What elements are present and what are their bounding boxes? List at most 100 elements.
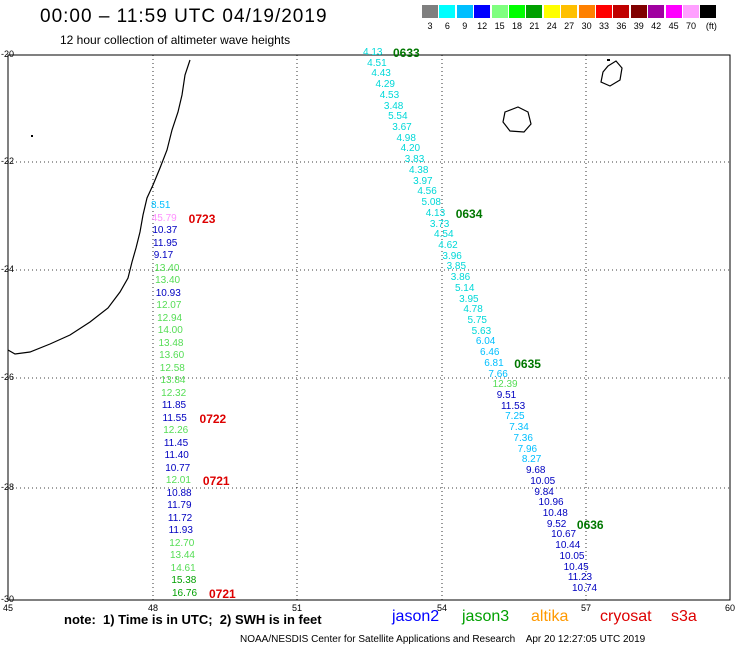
legend-swatch xyxy=(648,5,665,18)
track-value: 10.44 xyxy=(555,540,581,552)
note-text: note: 1) Time is in UTC; 2) SWH is in fe… xyxy=(64,612,322,627)
track-value: 45.79 xyxy=(151,212,177,224)
track-value: 11.85 xyxy=(161,400,187,412)
legend-swatch xyxy=(439,5,456,18)
track-value: 3.83 xyxy=(404,154,425,166)
track-time-label: 0636 xyxy=(576,517,604,532)
track-value: 11.45 xyxy=(163,437,189,449)
satellite-name: altika xyxy=(531,608,569,625)
track-value: 12.58 xyxy=(159,362,185,374)
legend-swatch xyxy=(491,5,508,18)
page-subtitle: 12 hour collection of altimeter wave hei… xyxy=(60,33,291,47)
track-value: 4.53 xyxy=(379,89,400,101)
track-value: 12.70 xyxy=(169,537,195,549)
legend-swatch xyxy=(543,5,560,18)
legend-label: 3 xyxy=(427,21,433,31)
legend-swatch xyxy=(683,5,699,18)
track-value: 12.39 xyxy=(492,379,518,391)
track-value: 6.46 xyxy=(480,347,500,359)
track-value: 5.54 xyxy=(388,111,408,123)
y-tick-label: -26 xyxy=(1,372,15,382)
legend-swatch xyxy=(561,5,578,18)
legend-label: 39 xyxy=(633,21,644,31)
x-tick-label: 57 xyxy=(581,603,592,613)
track-value: 7.25 xyxy=(505,411,525,423)
legend-swatch xyxy=(422,5,438,18)
track-value: 9.17 xyxy=(153,250,174,262)
mauritius-island xyxy=(600,60,623,87)
track-value: 10.67 xyxy=(551,529,577,541)
track-value: 4.43 xyxy=(371,68,391,80)
track-value: 3.96 xyxy=(442,250,462,262)
legend-label: 6 xyxy=(444,21,450,31)
track-value: 11.72 xyxy=(167,512,193,524)
legend-swatch xyxy=(509,5,525,18)
credit-line: NOAA/NESDIS Center for Satellite Applica… xyxy=(240,634,646,645)
reunion-island xyxy=(502,106,532,133)
track-value: 4.98 xyxy=(396,132,416,144)
track-value: 3.67 xyxy=(392,122,412,134)
track-value: 10.77 xyxy=(165,462,191,474)
track-value: 3.48 xyxy=(383,100,404,112)
track-value: 4.13 xyxy=(363,47,383,58)
page-title: 00:00 – 11:59 UTC 04/19/2019 xyxy=(40,6,328,27)
track-value: 3.95 xyxy=(459,293,479,305)
track-value: 11.95 xyxy=(153,237,178,249)
satellite-name: s3a xyxy=(671,608,697,625)
track-value: 9.68 xyxy=(526,465,546,477)
track-value: 4.56 xyxy=(417,186,437,198)
satellite-name: jason2 xyxy=(392,608,440,625)
track-value: 4.54 xyxy=(434,229,454,241)
track-value: 13.60 xyxy=(159,350,185,362)
track-value: 7.36 xyxy=(513,432,533,444)
track-value: 7.34 xyxy=(509,422,529,434)
track-value: 4.13 xyxy=(425,207,446,219)
track-value: 4.29 xyxy=(375,79,395,91)
track-value: 10.93 xyxy=(155,287,181,299)
track-value: 7.66 xyxy=(488,368,508,380)
track-value: 5.75 xyxy=(467,315,487,326)
track-value: 13.84 xyxy=(160,375,186,387)
track-value: 3.86 xyxy=(450,272,471,284)
legend-label: 27 xyxy=(564,21,575,31)
track-value: 9.84 xyxy=(534,486,554,498)
y-tick-label: -24 xyxy=(1,264,15,274)
x-tick-label: 45 xyxy=(3,603,14,613)
track-time-label: 0721 xyxy=(209,587,236,601)
x-tick-label: 51 xyxy=(292,603,303,613)
legend-label: 9 xyxy=(462,21,468,31)
legend-label: 24 xyxy=(546,21,557,31)
track-value: 16.76 xyxy=(172,588,198,599)
track-value: 14.61 xyxy=(170,562,196,574)
track-time-label: 0722 xyxy=(199,411,227,426)
legend-label: 45 xyxy=(668,21,679,31)
track-value: 8.27 xyxy=(521,454,542,466)
track-value: 12.07 xyxy=(156,300,182,312)
track-time-label: 0635 xyxy=(514,356,541,371)
legend-label: 15 xyxy=(494,21,505,31)
track-value: 5.63 xyxy=(471,325,492,337)
track-value: 13.40 xyxy=(154,262,180,274)
legend-swatch xyxy=(474,5,491,18)
legend-swatch xyxy=(526,5,543,18)
legend-label: 33 xyxy=(598,21,609,31)
track-value: 13.40 xyxy=(155,275,181,287)
track-value: 10.96 xyxy=(538,497,564,509)
track-value: 11.55 xyxy=(162,412,187,424)
track-value: 4.62 xyxy=(438,239,458,251)
legend-swatch xyxy=(613,5,630,18)
legend-label: 30 xyxy=(581,21,592,31)
track-value: 12.94 xyxy=(157,312,183,324)
track-value: 4.38 xyxy=(408,164,429,176)
track-time-label: 0723 xyxy=(188,211,216,226)
track-time-label: 0633 xyxy=(393,46,420,60)
x-tick-label: 48 xyxy=(148,603,159,613)
satellite-name: jason3 xyxy=(462,608,510,625)
legend-label: 70 xyxy=(685,21,696,31)
legend-swatch xyxy=(630,5,647,18)
track-value: 10.48 xyxy=(542,507,568,519)
y-tick-label: -28 xyxy=(1,482,15,492)
track-value: 10.45 xyxy=(563,561,589,573)
track-value: 4.51 xyxy=(367,57,387,69)
